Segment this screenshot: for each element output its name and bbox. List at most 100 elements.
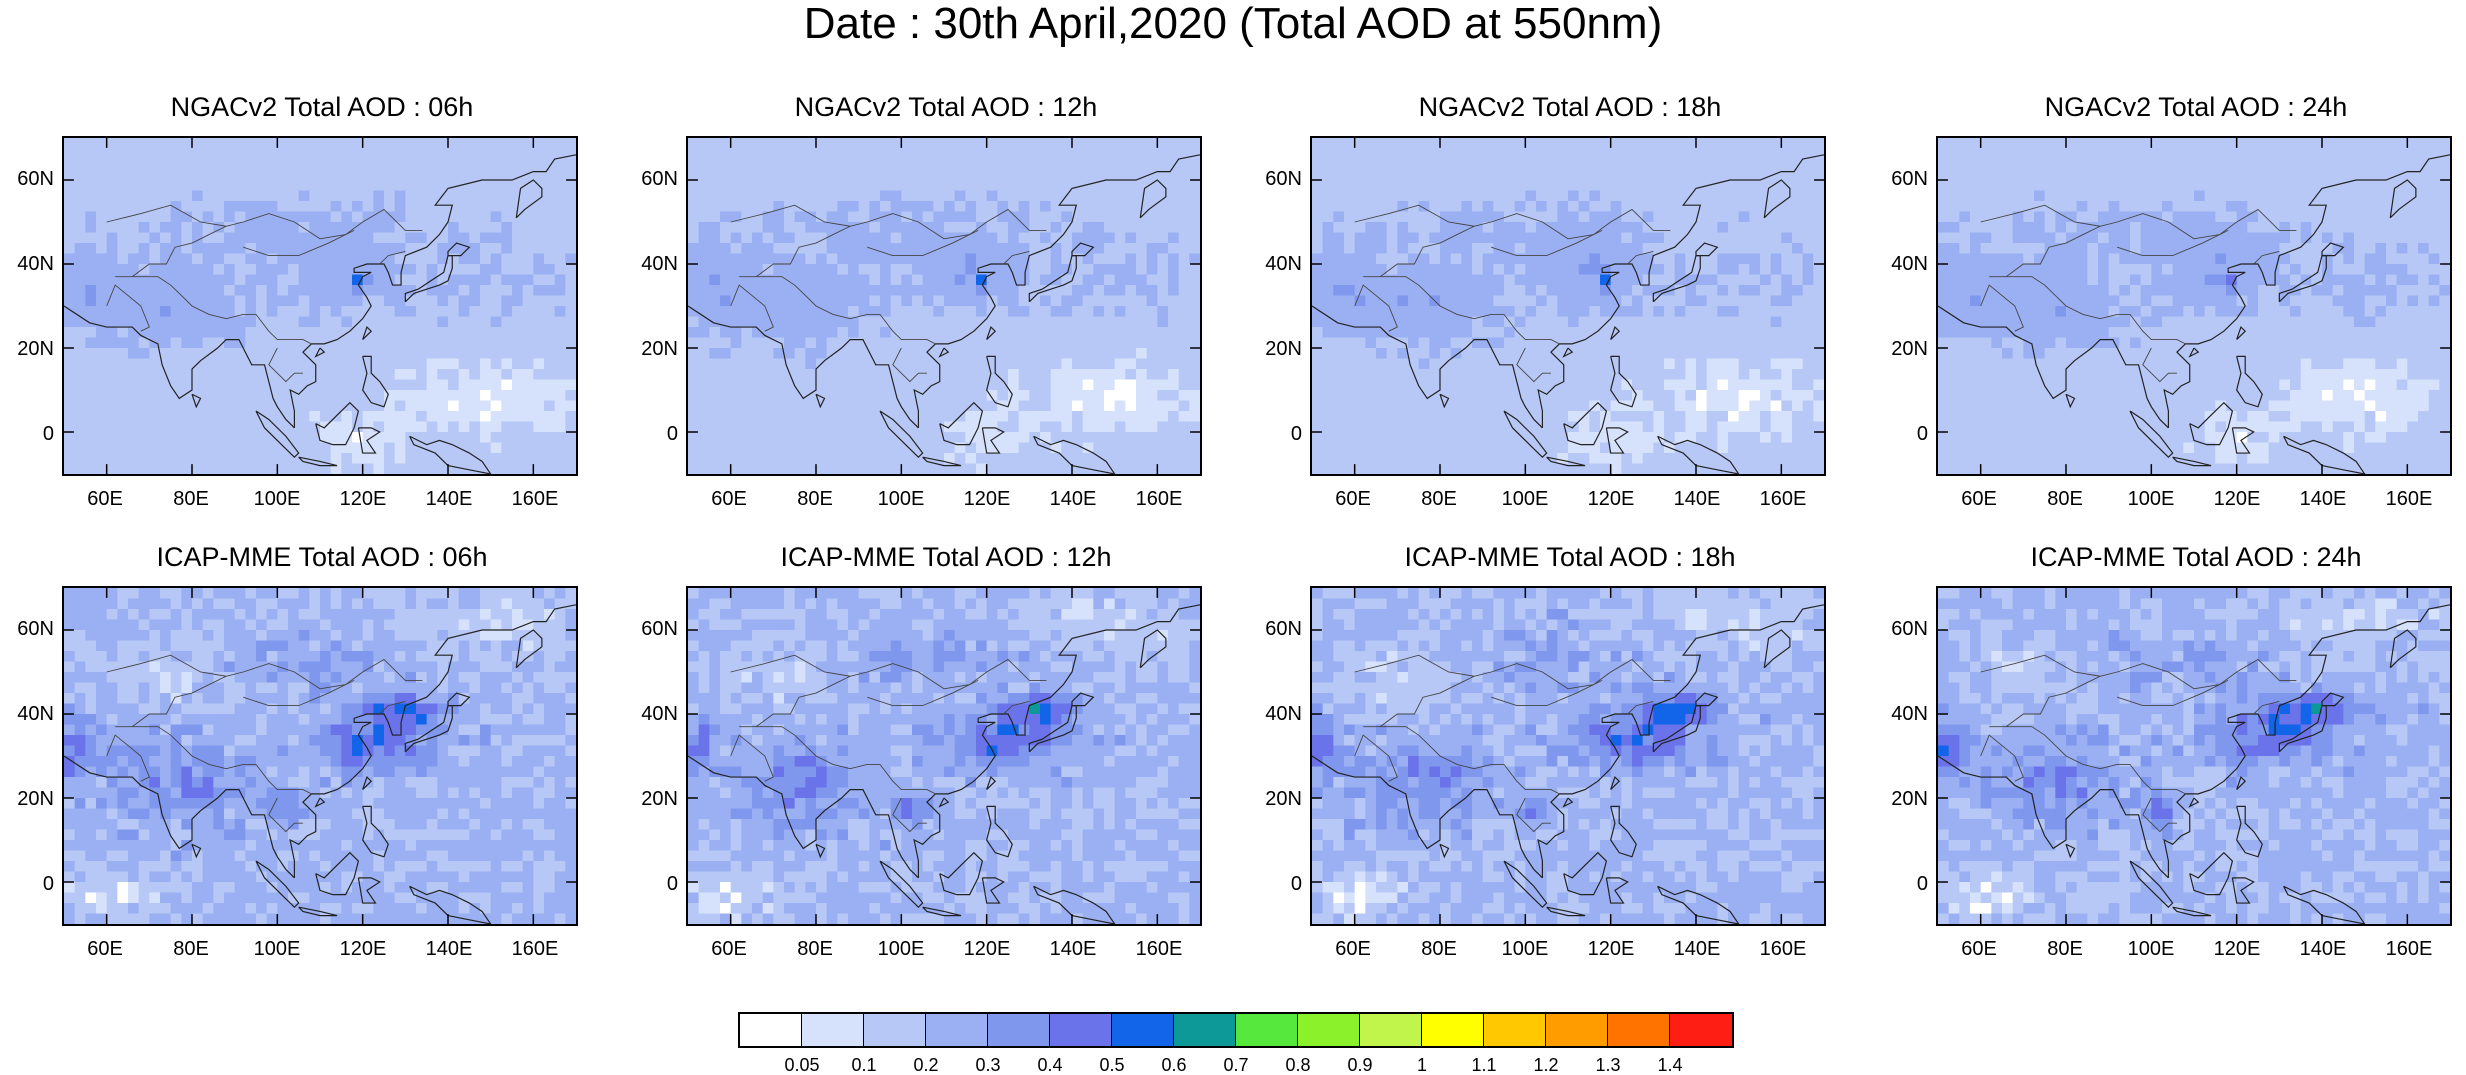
aod-cell <box>1429 149 1440 160</box>
aod-cell <box>1157 390 1168 401</box>
aod-cell <box>309 275 320 286</box>
aod-cell <box>512 390 523 401</box>
aod-cell <box>1451 390 1462 401</box>
aod-cell <box>139 401 150 412</box>
aod-cell <box>837 464 848 474</box>
aod-cell <box>1981 464 1992 474</box>
aod-cell <box>1611 222 1622 233</box>
aod-cell <box>256 233 267 244</box>
aod-cell <box>85 338 96 349</box>
aod-cell <box>1472 422 1483 433</box>
aod-cell <box>1019 285 1030 296</box>
aod-cell <box>1493 275 1504 286</box>
aod-cell <box>299 401 310 412</box>
aod-cell <box>96 296 107 307</box>
aod-cell <box>859 401 870 412</box>
aod-cell <box>837 264 848 275</box>
aod-cell <box>235 380 246 391</box>
lon-tick-label: 120E <box>328 488 398 510</box>
aod-cell <box>363 411 374 422</box>
aod-cell <box>1397 233 1408 244</box>
aod-cell <box>2002 243 2013 254</box>
aod-cell <box>1019 275 1030 286</box>
aod-cell <box>816 254 827 265</box>
aod-cell <box>1397 285 1408 296</box>
aod-cell <box>448 159 459 170</box>
aod-cell <box>1483 138 1494 149</box>
aod-cell <box>107 369 118 380</box>
aod-cell <box>1147 191 1158 202</box>
aod-cell <box>1643 317 1654 328</box>
aod-cell <box>955 306 966 317</box>
aod-cell <box>256 464 267 474</box>
aod-cell <box>203 285 214 296</box>
aod-cell <box>128 254 139 265</box>
aod-cell <box>1115 191 1126 202</box>
aod-cell <box>784 432 795 443</box>
aod-cell <box>1179 306 1190 317</box>
aod-cell <box>859 264 870 275</box>
aod-cell <box>267 401 278 412</box>
aod-cell <box>1365 380 1376 391</box>
aod-cell <box>1781 191 1792 202</box>
aod-cell <box>1536 359 1547 370</box>
aod-cell <box>512 254 523 265</box>
aod-cell <box>149 390 160 401</box>
aod-cell <box>1493 233 1504 244</box>
aod-cell <box>491 149 502 160</box>
aod-cell <box>1515 191 1526 202</box>
aod-cell <box>352 201 363 212</box>
aod-cell <box>1959 138 1970 149</box>
aod-cell <box>859 327 870 338</box>
aod-cell <box>213 401 224 412</box>
aod-cell <box>96 180 107 191</box>
aod-cell <box>1621 264 1632 275</box>
aod-cell <box>1440 170 1451 181</box>
aod-cell <box>235 212 246 223</box>
aod-cell <box>501 411 512 422</box>
aod-cell <box>203 390 214 401</box>
aod-cell <box>1696 369 1707 380</box>
aod-cell <box>299 191 310 202</box>
aod-cell <box>2002 138 2013 149</box>
aod-cell <box>480 327 491 338</box>
aod-cell <box>965 201 976 212</box>
aod-cell <box>405 390 416 401</box>
aod-cell <box>827 201 838 212</box>
aod-cell <box>1104 390 1115 401</box>
aod-cell <box>1397 453 1408 464</box>
aod-cell <box>523 317 534 328</box>
aod-cell <box>1589 212 1600 223</box>
aod-cell <box>720 254 731 265</box>
aod-cell <box>1493 191 1504 202</box>
aod-cell <box>1323 338 1334 349</box>
aod-cell <box>1115 243 1126 254</box>
aod-cell <box>1600 243 1611 254</box>
aod-cell <box>256 327 267 338</box>
aod-cell <box>149 285 160 296</box>
aod-cell <box>1717 254 1728 265</box>
aod-cell <box>128 411 139 422</box>
aod-cell <box>1739 180 1750 191</box>
aod-cell <box>965 369 976 380</box>
aod-cell <box>859 201 870 212</box>
aod-cell <box>1189 254 1200 265</box>
aod-cell <box>709 306 720 317</box>
aod-cell <box>469 191 480 202</box>
aod-cell <box>827 233 838 244</box>
aod-cell <box>469 317 480 328</box>
aod-cell <box>1472 233 1483 244</box>
aod-cell <box>395 390 406 401</box>
aod-cell <box>1589 359 1600 370</box>
aod-cell <box>480 170 491 181</box>
aod-cell <box>501 201 512 212</box>
aod-cell <box>149 401 160 412</box>
aod-cell <box>763 159 774 170</box>
aod-cell <box>1179 191 1190 202</box>
aod-cell <box>427 159 438 170</box>
aod-cell <box>1568 264 1579 275</box>
aod-cell <box>512 380 523 391</box>
aod-cell <box>1970 264 1981 275</box>
aod-cell <box>773 390 784 401</box>
aod-cell <box>1675 222 1686 233</box>
